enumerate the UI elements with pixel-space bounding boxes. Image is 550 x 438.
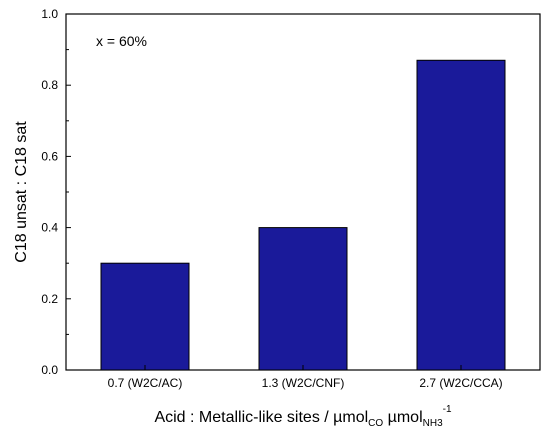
bars [100,59,506,371]
y-axis-label: C18 unsat : C18 sat [13,121,30,263]
bar-3 [416,59,506,371]
y-tick-label-4: 0.6 [41,149,58,163]
y-tick-label-6: 1.0 [41,7,58,21]
x-tick-label-3: 2.7 (W2C/CCA) [419,376,502,390]
bar-2 [258,227,348,371]
x-axis-label: Acid : Metallic-like sites / µmolCO µmol… [154,404,452,429]
x-axis-label-unit2: µmol [383,409,422,426]
x-axis-label-sub1: CO [368,418,383,429]
y-tick-label-2: 0.2 [41,292,58,306]
x-axis-label-sub2: NH3 [423,418,443,429]
y-axis: 0.0 0.2 0.4 0.6 0.8 1.0 [41,7,71,377]
bar-1 [100,262,190,371]
x-tick-label-1: 0.7 (W2C/AC) [108,376,183,390]
y-tick-label-5: 0.8 [41,78,58,92]
x-axis: 0.7 (W2C/AC) 1.3 (W2C/CNF) 2.7 (W2C/CCA) [108,365,503,390]
x-axis-label-sup: -1 [443,404,452,415]
y-tick-label-3: 0.4 [41,221,58,235]
x-axis-label-text: Acid : Metallic-like sites / [154,409,333,426]
annotation: x = 60% [96,33,147,49]
x-tick-label-2: 1.3 (W2C/CNF) [262,376,345,390]
y-tick-label-1: 0.0 [41,363,58,377]
x-axis-label-unit1: µmol [333,409,368,426]
